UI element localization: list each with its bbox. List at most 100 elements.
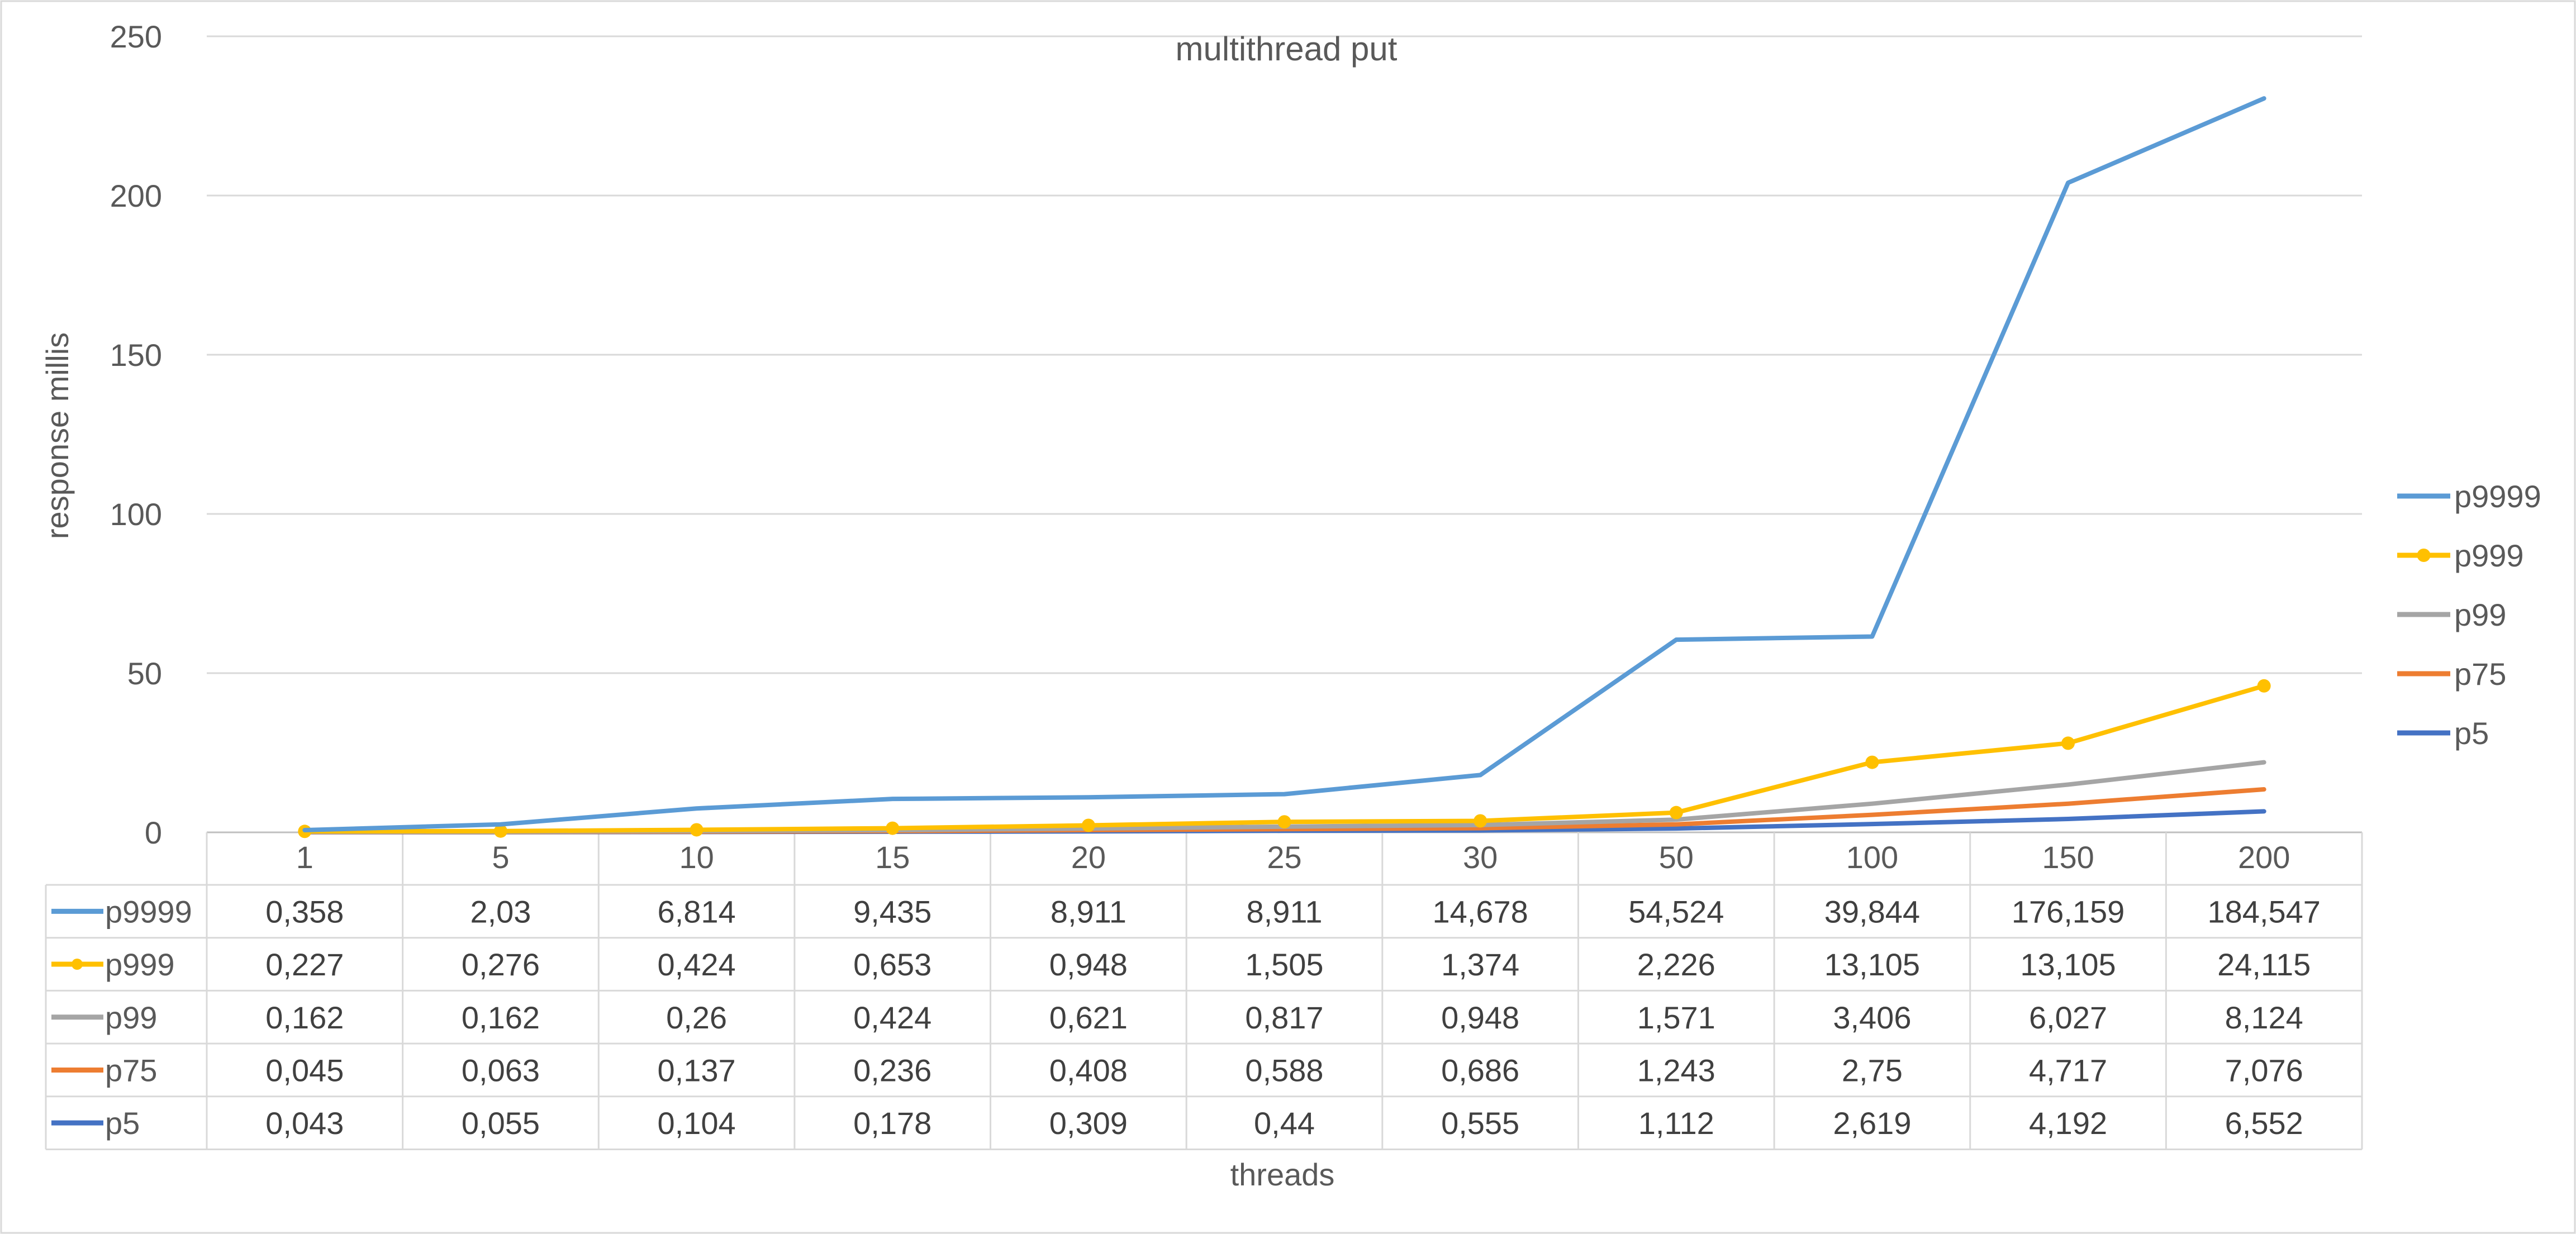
table-cell: 7,076 — [2225, 1052, 2303, 1088]
table-cell: 6,027 — [2029, 1000, 2107, 1035]
table-cell: 0,055 — [462, 1106, 540, 1141]
table-cell: 1,112 — [1638, 1106, 1714, 1141]
table-cell: 39,844 — [1824, 894, 1920, 929]
data-point-p999 — [1081, 818, 1095, 832]
legend-label: p999 — [2454, 538, 2524, 573]
x-tick-label: 100 — [1846, 840, 1898, 875]
table-cell: 0,236 — [853, 1052, 931, 1088]
x-tick-label: 25 — [1267, 840, 1301, 875]
x-tick-label: 30 — [1463, 840, 1498, 875]
table-cell: 0,424 — [658, 947, 736, 982]
x-tick-label: 50 — [1659, 840, 1694, 875]
table-cell: 0,408 — [1049, 1052, 1128, 1088]
table-cell: 0,045 — [265, 1052, 344, 1088]
table-cell: 2,75 — [1842, 1052, 1903, 1088]
table-cell: 13,105 — [1824, 947, 1920, 982]
series-lines — [298, 96, 2271, 838]
x-tick-label: 20 — [1071, 840, 1106, 875]
x-axis-title: threads — [1230, 1157, 1335, 1192]
table-cell: 0,276 — [462, 947, 540, 982]
legend-label: p5 — [2454, 716, 2489, 751]
table-series-label: p999 — [105, 947, 175, 982]
y-tick-label: 150 — [110, 337, 162, 373]
table-cell: 2,03 — [470, 894, 531, 929]
data-point-p999 — [2257, 679, 2271, 693]
table-cell: 0,948 — [1441, 1000, 1519, 1035]
table-cell: 0,178 — [853, 1106, 931, 1141]
series-line-p9999 — [302, 96, 2266, 833]
y-tick-label: 0 — [145, 815, 162, 850]
table-cell: 1,571 — [1637, 1000, 1715, 1035]
table-cell: 8,124 — [2225, 1000, 2303, 1035]
y-tick-label: 250 — [110, 19, 162, 54]
legend-label: p9999 — [2454, 479, 2541, 514]
table-cell: 14,678 — [1432, 894, 1528, 929]
x-tick-label: 200 — [2238, 840, 2290, 875]
table-cell: 4,717 — [2029, 1052, 2107, 1088]
table-series-label: p5 — [105, 1106, 140, 1141]
table-cell: 0,137 — [658, 1052, 736, 1088]
data-point-p999 — [493, 824, 507, 838]
table-cell: 0,948 — [1049, 947, 1128, 982]
table-cell: 0,44 — [1254, 1106, 1315, 1141]
x-tick-label: 150 — [2042, 840, 2094, 875]
table-cell: 8,911 — [1051, 894, 1127, 929]
table-cell: 0,588 — [1245, 1052, 1323, 1088]
gridlines — [207, 35, 2362, 833]
table-cell: 2,226 — [1637, 947, 1715, 982]
table-cell: 0,063 — [462, 1052, 540, 1088]
table-cell: 0,227 — [265, 947, 344, 982]
table-cell: 6,552 — [2225, 1106, 2303, 1141]
legend: p9999 p999 p99 p75 p5 — [2397, 479, 2541, 751]
table-cell: 0,653 — [853, 947, 931, 982]
table-cell: 0,162 — [462, 1000, 540, 1035]
y-tick-label: 100 — [110, 497, 162, 532]
x-tick-label: 10 — [679, 840, 714, 875]
table-cell: 0,26 — [666, 1000, 727, 1035]
table-cell: 4,192 — [2029, 1106, 2107, 1141]
table-cell: 0,817 — [1245, 1000, 1323, 1035]
table-cell: 13,105 — [2020, 947, 2116, 982]
x-tick-label: 1 — [296, 840, 313, 875]
data-point-p999 — [886, 821, 900, 835]
legend-label: p75 — [2454, 656, 2506, 692]
data-point-p999 — [1865, 755, 1879, 769]
y-tick-label: 200 — [110, 178, 162, 213]
table-cell: 1,505 — [1245, 947, 1323, 982]
table-cell: 1,374 — [1441, 947, 1519, 982]
table-cell: 1,243 — [1637, 1052, 1715, 1088]
table-cell: 184,547 — [2207, 894, 2320, 929]
data-point-p999 — [2061, 736, 2075, 750]
table-cell: 0,424 — [853, 1000, 931, 1035]
table-cell: 176,159 — [2012, 894, 2125, 929]
table-cell: 54,524 — [1628, 894, 1724, 929]
y-axis-title: response millis — [40, 332, 75, 539]
table-cell: 0,104 — [658, 1106, 736, 1141]
table-legend-marker — [72, 959, 83, 970]
table-cell: 0,309 — [1049, 1106, 1128, 1141]
table-cell: 0,686 — [1441, 1052, 1519, 1088]
y-axis: 0 50 100 150 200 250 — [110, 19, 162, 850]
table-cell: 24,115 — [2217, 947, 2311, 982]
table-cell: 0,358 — [265, 894, 344, 929]
table-cell: 0,043 — [265, 1106, 344, 1141]
table-series-label: p75 — [105, 1052, 157, 1088]
table-cell: 3,406 — [1833, 1000, 1911, 1035]
legend-marker — [2417, 549, 2431, 562]
data-point-p999 — [1277, 815, 1291, 829]
table-cell: 6,814 — [658, 894, 736, 929]
table-cell: 9,435 — [853, 894, 931, 929]
table-series-label: p99 — [105, 1000, 157, 1035]
table-cell: 8,911 — [1247, 894, 1323, 929]
chart-title: multithread put — [1176, 30, 1398, 68]
data-point-p999 — [1669, 806, 1683, 820]
table-cell: 2,619 — [1833, 1106, 1911, 1141]
table-cell: 0,555 — [1441, 1106, 1519, 1141]
y-tick-label: 50 — [127, 656, 162, 691]
table-series-label: p9999 — [105, 894, 192, 929]
x-tick-label: 5 — [492, 840, 509, 875]
data-point-p999 — [690, 823, 704, 837]
